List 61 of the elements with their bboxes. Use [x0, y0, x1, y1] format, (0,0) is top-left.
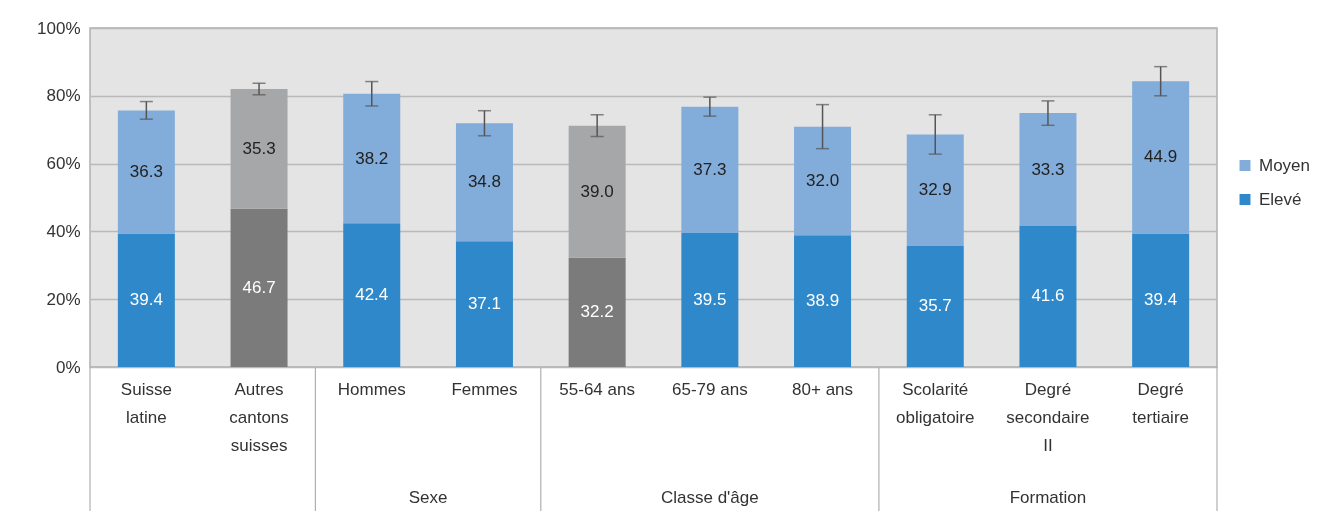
bar: [1132, 81, 1190, 234]
text: Formation: [1009, 488, 1087, 507]
data-label: 35.3: [242, 138, 276, 158]
bar: [568, 125, 626, 258]
data-label: 37.1: [467, 294, 501, 314]
data-label: 44.9: [1144, 147, 1178, 167]
data-label: 39.4: [129, 290, 163, 310]
data-label: 32.9: [918, 180, 952, 200]
bar: [794, 126, 852, 236]
x-tick-label: Scolarité obligatoire: [896, 379, 975, 427]
x-tick-label: 65-79 ans: [672, 379, 748, 399]
bar: [230, 89, 288, 209]
bar: [906, 134, 964, 246]
data-label: 33.3: [1031, 159, 1065, 179]
data-label: 41.6: [1031, 286, 1065, 306]
data-label: 39.5: [693, 290, 727, 310]
bar: [230, 208, 288, 367]
y-tick-label: 40%: [46, 221, 81, 241]
bar: [1019, 225, 1077, 367]
bar: [343, 93, 401, 224]
x-tick-label: Femmes: [451, 379, 518, 399]
text: Sexe: [408, 488, 448, 507]
y-tick-label: 100%: [37, 18, 81, 38]
x-tick-label: Hommes: [337, 379, 406, 399]
y-tick-label: 60%: [46, 154, 81, 174]
data-label: 32.2: [580, 302, 614, 322]
bar: [568, 257, 626, 367]
data-label: 35.7: [918, 296, 952, 316]
data-label: 39.4: [1144, 290, 1178, 310]
data-label: 39.0: [580, 181, 614, 201]
data-label: 46.7: [242, 277, 276, 297]
legend-label: Elevé: [1259, 189, 1302, 209]
bar: [343, 223, 401, 367]
x-tick-label: Autres cantons suisses: [229, 379, 289, 455]
bar: [1019, 113, 1077, 226]
bar: [117, 233, 175, 367]
bar: [117, 110, 175, 234]
bar: [794, 235, 852, 367]
bar: [455, 241, 513, 367]
x-tick-label: 80+ ans: [792, 379, 854, 399]
bar: [1132, 233, 1190, 367]
y-tick-label: 20%: [46, 289, 81, 309]
x-tick-label: Suisse latine: [120, 379, 172, 427]
data-label: 38.2: [355, 148, 389, 168]
y-tick-label: 0%: [55, 357, 81, 377]
data-label: 34.8: [467, 172, 501, 192]
bar: [681, 106, 739, 234]
bar: [906, 245, 964, 367]
data-label: 32.0: [806, 170, 840, 190]
bar: [681, 233, 739, 367]
text: Classe d'âge: [660, 488, 759, 507]
x-tick-label: 55-64 ans: [559, 379, 635, 399]
bar: [455, 123, 513, 242]
x-tick-label: Degré secondaire II: [1006, 379, 1090, 455]
x-tick-label: Degré tertiaire: [1132, 379, 1189, 427]
y-tick-label: 80%: [46, 86, 81, 106]
legend-label: Moyen: [1259, 155, 1311, 175]
data-label: 36.3: [129, 161, 163, 181]
data-label: 38.9: [806, 291, 840, 311]
data-label: 37.3: [693, 159, 727, 179]
data-label: 42.4: [355, 285, 389, 305]
